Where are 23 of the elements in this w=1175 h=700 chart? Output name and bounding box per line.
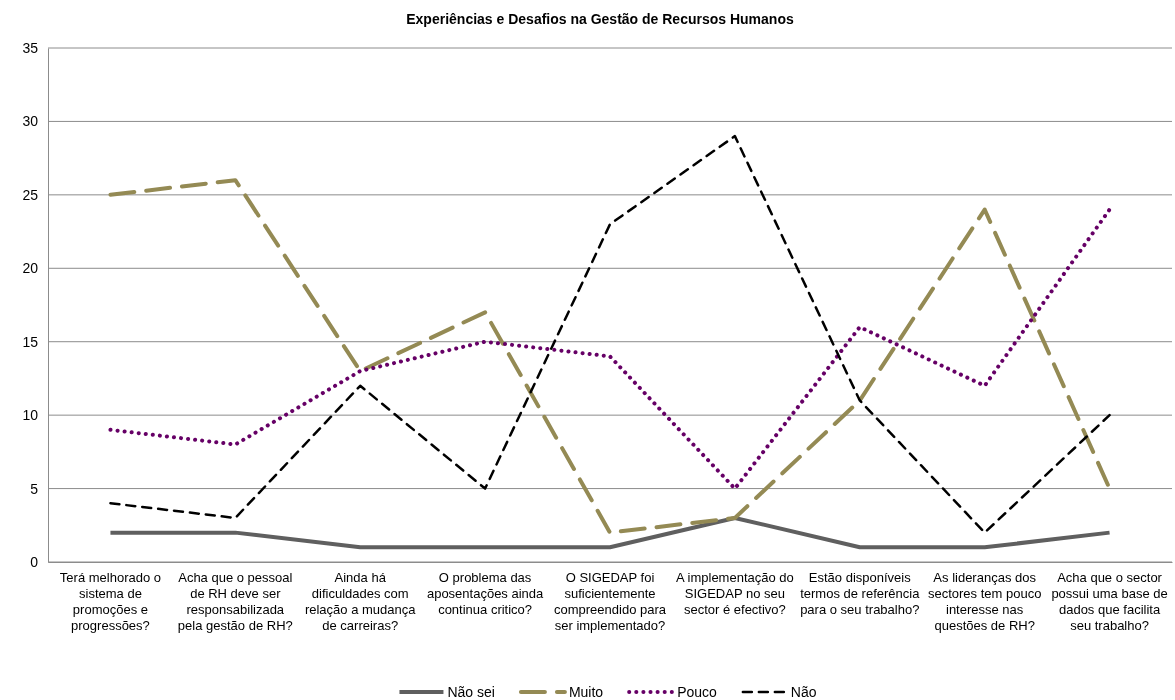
- x-tick-label: As lideranças dos sectores tem pouco interesse nas questões de RH?: [927, 570, 1042, 633]
- y-tick-label: 0: [30, 553, 39, 570]
- line-series: [108, 207, 1112, 491]
- legend-label: Não sei: [447, 684, 495, 700]
- y-tick-label: 5: [30, 480, 39, 497]
- y-tick-label: 15: [22, 333, 39, 350]
- y-tick-label: 10: [22, 407, 39, 424]
- x-tick-label: Ainda há dificuldades com relação a mudança de carreiras?: [304, 570, 417, 633]
- legend-label: Pouco: [677, 684, 718, 700]
- legend-label: Muito: [568, 684, 604, 700]
- chart-title: Experiências e Desafios na Gestão de Recursos Humanos: [406, 11, 794, 27]
- legend-label: Não: [790, 684, 817, 700]
- y-tick-label: 35: [22, 39, 39, 56]
- x-tick-label: Terá melhorado o sistema de promoções e progressões?: [59, 570, 162, 633]
- x-tick-label: Acha que o pessoal de RH deve ser responsabilizada pela gestão de RH?: [177, 570, 293, 633]
- y-tick-label: 25: [22, 186, 39, 203]
- x-tick-label: O problema das aposentações ainda continua critico?: [426, 570, 545, 617]
- x-tick-label: A implementação do SIGEDAP no seu sector é efectivo?: [675, 570, 794, 617]
- x-tick-label: Estão disponíveis termos de referência para o seu trabalho?: [800, 570, 921, 617]
- y-tick-label: 30: [22, 113, 39, 130]
- x-tick-label: O SIGEDAP foi suficientemente compreendido para ser implementado?: [553, 570, 667, 633]
- y-tick-label: 20: [22, 260, 39, 277]
- x-tick-label: Acha que o sector possui uma base de dados que facilita seu trabalho?: [1051, 570, 1168, 633]
